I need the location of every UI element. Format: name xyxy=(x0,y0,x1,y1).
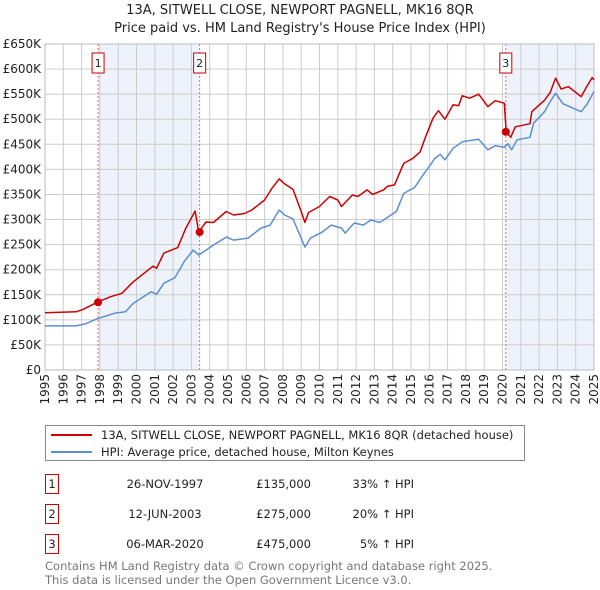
x-tick-label: 1995 xyxy=(38,374,52,405)
x-tick-label: 1998 xyxy=(93,374,107,405)
chart-subtitle: Price paid vs. HM Land Registry's House … xyxy=(114,21,486,36)
y-tick-label: £50K xyxy=(10,338,42,352)
x-tick-label: 2009 xyxy=(294,374,308,405)
x-tick-label: 2003 xyxy=(184,374,198,405)
y-tick-label: £250K xyxy=(3,238,43,252)
legend-swatch-red xyxy=(51,434,92,436)
x-tick-label: 2006 xyxy=(239,374,253,405)
x-tick-label: 1997 xyxy=(75,374,89,405)
y-tick-label: £350K xyxy=(3,187,43,201)
sale-label-box xyxy=(193,52,207,74)
y-tick-label: £0 xyxy=(26,363,41,377)
x-tick-label: 2025 xyxy=(587,374,600,405)
x-tick-label: 2016 xyxy=(422,374,436,405)
transaction-row: 3 06-MAR-2020 £475,000 5% ↑ HPI xyxy=(45,534,525,556)
x-tick-label: 2011 xyxy=(331,374,345,405)
transaction-price: £475,000 xyxy=(256,537,311,551)
x-tick-label: 2017 xyxy=(441,374,455,405)
sale-point xyxy=(94,298,103,307)
transaction-hpi: 33% ↑ HPI xyxy=(352,477,414,491)
x-tick-label: 2019 xyxy=(477,374,491,405)
sale-label: 2 xyxy=(196,57,203,70)
x-tick-label: 1999 xyxy=(111,374,125,405)
legend-item-property: 13A, SITWELL CLOSE, NEWPORT PAGNELL, MK1… xyxy=(46,427,513,443)
x-tick-label: 2005 xyxy=(221,374,235,405)
chart-title: 13A, SITWELL CLOSE, NEWPORT PAGNELL, MK1… xyxy=(126,3,474,18)
sale-point xyxy=(195,228,204,237)
legend-label: HPI: Average price, detached house, Milt… xyxy=(101,445,394,459)
transaction-number: 1 xyxy=(45,474,59,494)
shaded-period xyxy=(98,44,200,370)
y-tick-label: £200K xyxy=(3,263,43,277)
transaction-hpi: 20% ↑ HPI xyxy=(352,507,414,521)
transaction-number: 3 xyxy=(45,534,59,554)
x-tick-label: 2002 xyxy=(166,374,180,405)
y-tick-label: £100K xyxy=(3,313,43,327)
sale-label-box xyxy=(91,52,105,74)
y-tick-label: £450K xyxy=(3,137,43,151)
y-tick-label: £500K xyxy=(3,112,43,126)
transaction-row: 1 26-NOV-1997 £135,000 33% ↑ HPI xyxy=(45,474,525,496)
x-tick-label: 2024 xyxy=(569,374,583,405)
legend: 13A, SITWELL CLOSE, NEWPORT PAGNELL, MK1… xyxy=(45,425,525,461)
plot-border xyxy=(44,43,595,371)
x-tick-label: 2023 xyxy=(550,374,564,405)
transaction-number: 2 xyxy=(45,504,59,524)
transaction-date: 12-JUN-2003 xyxy=(128,507,202,521)
sale-label: 1 xyxy=(95,57,102,70)
legend-item-hpi: HPI: Average price, detached house, Milt… xyxy=(46,444,394,460)
sale-label: 3 xyxy=(502,57,509,70)
legend-swatch-blue xyxy=(51,451,92,453)
x-tick-label: 2013 xyxy=(367,374,381,405)
x-tick-label: 2004 xyxy=(203,374,217,405)
x-tick-label: 1996 xyxy=(56,374,70,405)
price-chart: 1995 1996 1997 1998 1999 2000 2001 2002 2003 2004… xyxy=(3,37,600,405)
y-tick-label: £150K xyxy=(3,288,43,302)
legend-label: 13A, SITWELL CLOSE, NEWPORT PAGNELL, MK1… xyxy=(101,428,514,442)
transaction-row: 2 12-JUN-2003 £275,000 20% ↑ HPI xyxy=(45,504,525,526)
x-tick-label: 2000 xyxy=(130,374,144,405)
sale-label-box xyxy=(499,52,513,74)
x-tick-label: 2007 xyxy=(258,374,272,405)
series-line xyxy=(45,91,595,327)
x-tick-label: 2008 xyxy=(276,374,290,405)
footer-licence: This data is licensed under the Open Gov… xyxy=(45,573,412,587)
x-tick-label: 2021 xyxy=(514,374,528,405)
y-tick-label: £600K xyxy=(3,62,43,76)
sale-point xyxy=(501,127,510,136)
x-tick-label: 2015 xyxy=(404,374,418,405)
x-tick-label: 2018 xyxy=(459,374,473,405)
y-tick-label: £550K xyxy=(3,87,43,101)
x-tick-label: 2020 xyxy=(496,374,510,405)
y-tick-label: £400K xyxy=(3,162,43,176)
transaction-price: £275,000 xyxy=(256,507,311,521)
series-line xyxy=(44,76,595,314)
transaction-hpi: 5% ↑ HPI xyxy=(359,537,414,551)
x-tick-label: 2014 xyxy=(386,374,400,405)
footer-copyright: Contains HM Land Registry data © Crown c… xyxy=(45,559,493,573)
x-tick-label: 2010 xyxy=(313,374,327,405)
y-tick-label: £650K xyxy=(3,37,43,51)
transaction-price: £135,000 xyxy=(256,477,311,491)
transaction-date: 06-MAR-2020 xyxy=(126,537,204,551)
x-tick-label: 2012 xyxy=(349,374,363,405)
y-tick-label: £300K xyxy=(3,213,43,227)
x-tick-label: 2022 xyxy=(532,374,546,405)
x-tick-label: 2001 xyxy=(148,374,162,405)
transaction-date: 26-NOV-1997 xyxy=(126,477,204,491)
